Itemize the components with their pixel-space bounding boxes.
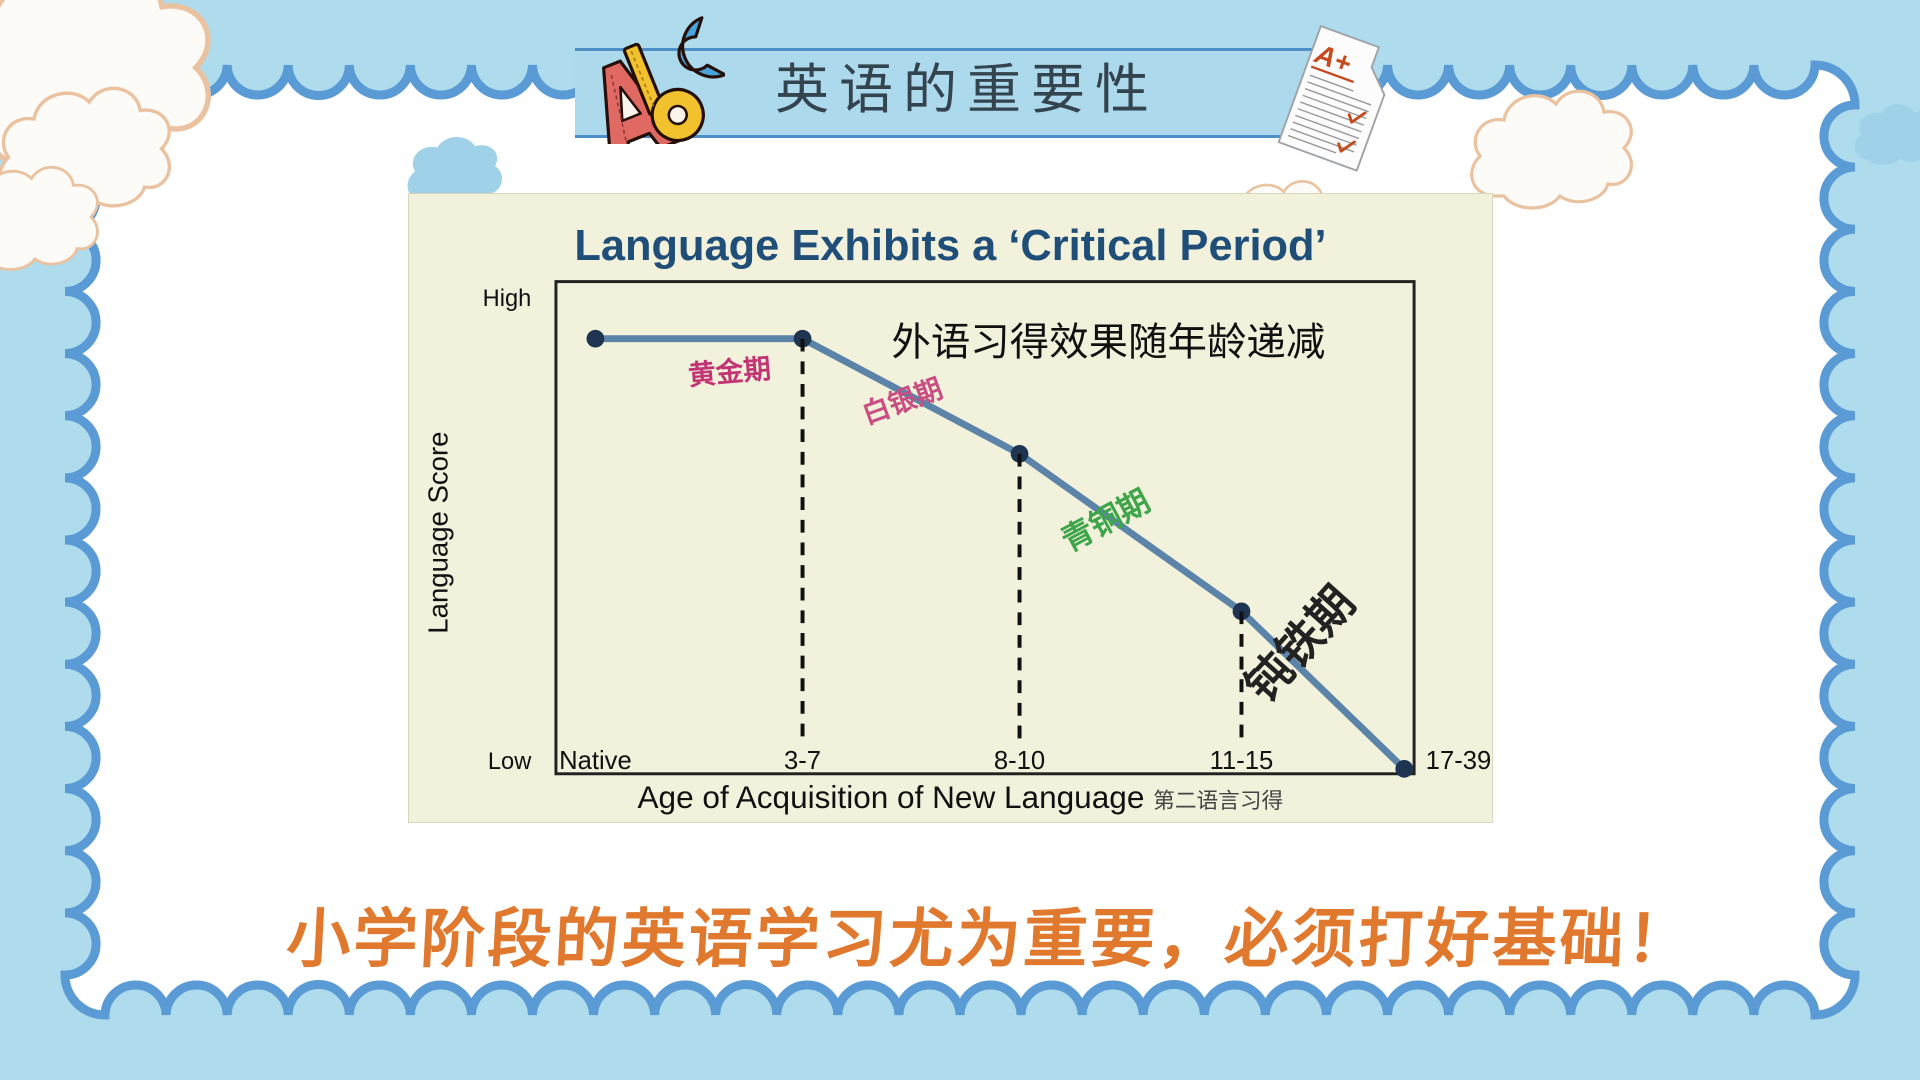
svg-text:11-15: 11-15: [1210, 747, 1274, 775]
svg-text:Language Score: Language Score: [422, 432, 453, 634]
svg-text:Language Exhibits a ‘Critical: Language Exhibits a ‘Critical Period’: [574, 222, 1326, 270]
svg-text:8-10: 8-10: [994, 747, 1045, 775]
svg-text:Age of Acquisition of New Lang: Age of Acquisition of New Language 第二语言习…: [637, 779, 1283, 815]
svg-text:白银期: 白银期: [858, 373, 946, 430]
svg-text:Low: Low: [488, 749, 532, 775]
svg-text:3-7: 3-7: [784, 747, 821, 775]
svg-text:High: High: [483, 286, 532, 312]
svg-text:钝铁期: 钝铁期: [1236, 577, 1365, 712]
svg-text:外语习得效果随年龄递减: 外语习得效果随年龄递减: [891, 320, 1325, 364]
svg-text:17-39: 17-39: [1426, 747, 1492, 775]
svg-text:黄金期: 黄金期: [687, 353, 772, 391]
svg-text:Native: Native: [559, 747, 632, 775]
